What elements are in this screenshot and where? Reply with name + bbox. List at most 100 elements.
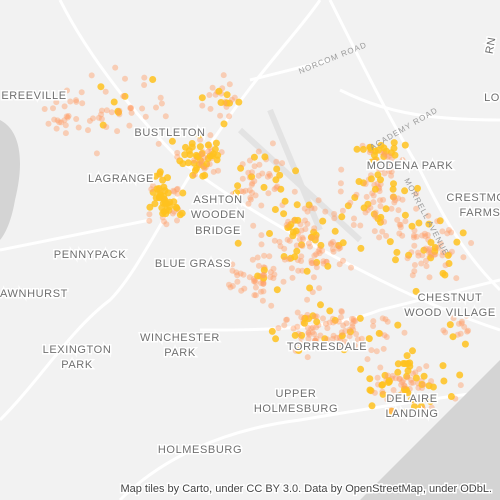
place-label: CRESTMO bbox=[446, 192, 500, 204]
point bbox=[161, 218, 167, 225]
point bbox=[142, 113, 149, 120]
place-label: LO bbox=[484, 92, 500, 104]
point bbox=[458, 318, 465, 325]
point bbox=[90, 115, 96, 122]
point bbox=[357, 222, 364, 229]
point bbox=[411, 232, 417, 239]
point bbox=[159, 210, 167, 217]
point bbox=[453, 275, 460, 282]
point bbox=[374, 374, 381, 381]
point bbox=[226, 113, 233, 120]
place-label: PENNYPACK bbox=[54, 249, 126, 261]
point bbox=[347, 199, 354, 206]
point bbox=[271, 206, 279, 213]
point bbox=[149, 76, 157, 83]
point bbox=[401, 211, 409, 219]
point bbox=[328, 241, 334, 248]
point bbox=[383, 232, 390, 239]
point bbox=[229, 283, 236, 289]
point bbox=[445, 260, 453, 267]
point bbox=[379, 381, 387, 389]
point bbox=[112, 64, 119, 71]
point bbox=[305, 330, 312, 337]
point bbox=[86, 117, 93, 124]
point bbox=[250, 222, 257, 229]
point bbox=[320, 260, 327, 267]
point bbox=[456, 371, 464, 379]
point bbox=[234, 239, 242, 247]
point bbox=[294, 309, 301, 316]
point bbox=[64, 87, 70, 94]
point bbox=[425, 212, 432, 219]
place-label: TORRESDALE bbox=[287, 341, 367, 353]
point bbox=[397, 221, 404, 228]
point bbox=[298, 331, 306, 339]
point bbox=[411, 268, 418, 275]
point bbox=[412, 287, 420, 295]
point bbox=[367, 175, 375, 183]
point bbox=[146, 217, 153, 224]
point bbox=[321, 335, 329, 343]
point bbox=[301, 314, 309, 322]
point bbox=[311, 205, 318, 212]
point bbox=[415, 252, 422, 259]
point bbox=[350, 318, 357, 324]
point bbox=[304, 220, 311, 227]
point bbox=[385, 377, 393, 384]
point bbox=[139, 105, 146, 112]
point bbox=[191, 157, 197, 164]
point bbox=[316, 246, 323, 253]
point bbox=[290, 325, 297, 332]
point bbox=[261, 153, 269, 161]
point bbox=[374, 146, 382, 154]
point bbox=[229, 96, 235, 103]
point bbox=[303, 267, 311, 275]
place-label: LAGRANGE bbox=[88, 173, 154, 185]
point bbox=[127, 104, 134, 111]
point bbox=[252, 279, 259, 286]
point bbox=[62, 122, 69, 129]
point bbox=[289, 274, 296, 281]
point bbox=[292, 167, 300, 175]
point bbox=[311, 225, 318, 232]
point bbox=[268, 327, 276, 335]
point bbox=[358, 335, 365, 342]
point bbox=[420, 246, 428, 254]
point bbox=[291, 331, 299, 339]
point bbox=[283, 316, 290, 323]
point bbox=[370, 192, 377, 199]
point bbox=[288, 265, 295, 272]
point bbox=[233, 189, 241, 197]
point bbox=[61, 103, 68, 110]
point bbox=[285, 218, 292, 225]
point bbox=[415, 219, 423, 227]
point bbox=[449, 333, 457, 341]
point bbox=[280, 278, 287, 285]
point bbox=[237, 270, 244, 277]
point bbox=[322, 208, 329, 215]
place-label: ASHTON bbox=[193, 194, 242, 206]
point bbox=[340, 257, 346, 264]
point bbox=[126, 122, 133, 129]
point bbox=[331, 215, 338, 222]
point bbox=[161, 187, 169, 195]
point bbox=[380, 196, 387, 203]
point bbox=[267, 269, 274, 276]
point bbox=[201, 165, 208, 172]
point bbox=[199, 102, 206, 109]
point bbox=[157, 94, 164, 101]
point bbox=[411, 242, 418, 249]
point bbox=[418, 260, 425, 267]
point bbox=[272, 176, 280, 184]
point bbox=[338, 332, 346, 340]
point bbox=[171, 188, 178, 195]
point bbox=[377, 166, 384, 173]
point bbox=[412, 369, 419, 376]
point bbox=[459, 229, 467, 237]
point bbox=[258, 232, 265, 239]
point bbox=[305, 201, 313, 209]
point bbox=[440, 327, 447, 334]
point bbox=[308, 233, 316, 241]
point bbox=[380, 153, 388, 160]
point bbox=[381, 151, 388, 158]
